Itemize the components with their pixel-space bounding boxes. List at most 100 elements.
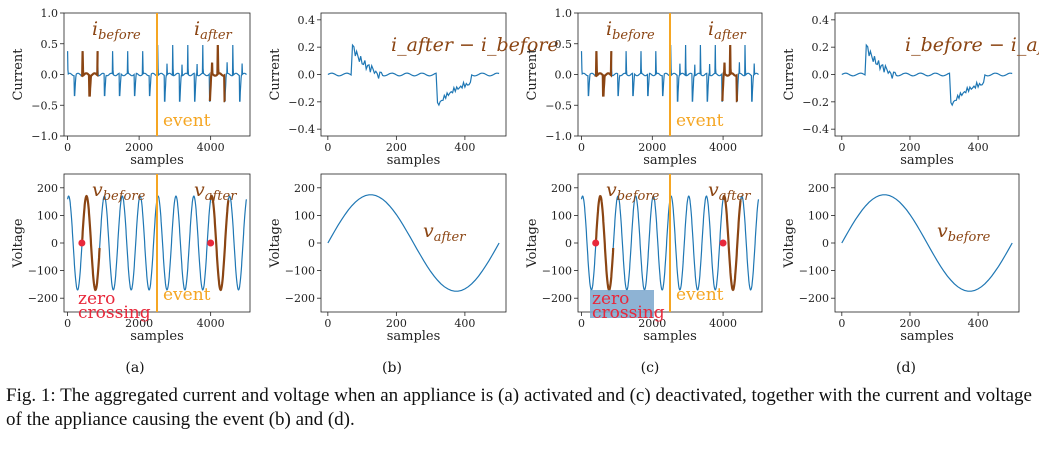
y-tick-label: 0.2 (298, 41, 316, 54)
x-tick-label: 0 (578, 141, 585, 154)
zero-crossing-dot (719, 239, 727, 247)
x-axis-label: samples (130, 153, 184, 168)
y-tick-label: −0.2 (288, 96, 315, 109)
y-tick-label: 200 (37, 182, 58, 195)
panel-label: (a) (125, 360, 144, 376)
series-annotation: vafter (708, 179, 751, 204)
y-tick-label: −1.0 (545, 130, 572, 143)
y-axis-label: Current (11, 48, 26, 101)
zero-crossing-dot (592, 239, 600, 247)
x-tick-label: 200 (899, 141, 920, 154)
x-tick-label: 0 (838, 317, 845, 330)
y-tick-label: 0.0 (41, 69, 59, 82)
chart-d-top: 0 200 400 −0.4 −0.2 0.0 0.2 0.4 samples Current i_… (782, 12, 1039, 168)
series-annotation: ibefore (92, 18, 141, 43)
y-tick-label: −0.4 (802, 123, 829, 136)
x-tick-label: 0 (838, 141, 845, 154)
y-tick-label: −0.4 (288, 123, 315, 136)
x-tick-label: 0 (324, 317, 331, 330)
x-axis-label: samples (643, 329, 697, 344)
series-line (841, 43, 1013, 107)
y-tick-label: −0.5 (31, 99, 58, 112)
y-tick-label: 0 (308, 237, 315, 250)
x-tick-label: 400 (968, 317, 989, 330)
y-tick-label: −100 (285, 265, 315, 278)
y-tick-label: 200 (808, 182, 829, 195)
panel-label: (d) (896, 360, 916, 376)
y-tick-label: 100 (551, 209, 572, 222)
y-tick-label: 200 (294, 182, 315, 195)
y-axis-label: Current (268, 48, 283, 101)
y-tick-label: 0.0 (298, 69, 316, 82)
zero-crossing-dot (207, 239, 215, 247)
x-tick-label: 4000 (197, 317, 225, 330)
y-axis-label: Voltage (782, 218, 797, 268)
x-tick-label: 4000 (709, 317, 737, 330)
event-label: event (676, 285, 724, 305)
series-annotation: ibefore (606, 18, 655, 43)
panel-label: (b) (382, 360, 402, 376)
series-line (327, 194, 500, 292)
zero-crossing-dot (78, 239, 86, 247)
x-axis-label: samples (900, 329, 954, 344)
y-tick-label: 0 (822, 237, 829, 250)
chart-a-top: 0 2000 4000 −1.0 −0.5 0.0 0.5 1.0 samples Current… (11, 7, 251, 168)
x-tick-label: 400 (454, 317, 475, 330)
x-tick-label: 400 (454, 141, 475, 154)
x-tick-label: 400 (968, 141, 989, 154)
y-tick-label: 200 (551, 182, 572, 195)
chart-c-top: 0 2000 4000 −1.0 −0.5 0.0 0.5 1.0 samples Current… (525, 7, 763, 168)
series-annotation: vafter (194, 179, 237, 204)
series-annotation: vbefore (937, 220, 991, 245)
chart-c-bot: 0 2000 4000 −200 −100 0 100 200 samples Voltage ev… (525, 173, 763, 344)
x-tick-label: 4000 (709, 141, 737, 154)
highlight-window (594, 194, 615, 292)
series-line (841, 194, 1013, 292)
y-axis-label: Voltage (268, 218, 283, 268)
y-tick-label: −100 (799, 265, 829, 278)
highlight-window (722, 194, 742, 292)
zero-crossing-label: crossing (78, 303, 151, 323)
x-tick-label: 200 (386, 317, 407, 330)
y-axis-label: Voltage (525, 218, 540, 268)
zero-crossing-label: zero (592, 289, 629, 309)
figure-caption: Fig. 1: The aggregated current and volta… (6, 385, 1032, 430)
x-axis-label: samples (387, 329, 441, 344)
y-tick-label: −0.5 (545, 99, 572, 112)
y-tick-label: 1.0 (41, 7, 59, 20)
zero-crossing-label: crossing (592, 303, 665, 323)
difference-annotation: i_before − i_after (905, 34, 1039, 56)
y-tick-label: −1.0 (31, 130, 58, 143)
x-tick-label: 2000 (125, 317, 153, 330)
x-tick-label: 2000 (125, 141, 153, 154)
y-tick-label: −100 (28, 265, 58, 278)
y-tick-label: 100 (808, 209, 829, 222)
y-tick-label: −0.2 (802, 96, 829, 109)
x-axis-label: samples (900, 153, 954, 168)
x-tick-label: 200 (899, 317, 920, 330)
y-tick-label: 0.5 (41, 38, 59, 51)
highlight-window (208, 44, 226, 103)
y-tick-label: 0.0 (555, 69, 573, 82)
x-tick-label: 4000 (197, 141, 225, 154)
series-annotation: vafter (423, 220, 466, 245)
x-tick-label: 0 (64, 317, 71, 330)
y-axis-label: Current (525, 48, 540, 101)
series-annotation: iafter (194, 18, 233, 43)
y-tick-label: 0.4 (812, 14, 830, 27)
y-tick-label: 100 (37, 209, 58, 222)
x-tick-label: 0 (64, 141, 71, 154)
y-tick-label: 0 (565, 237, 572, 250)
y-tick-label: −100 (542, 265, 572, 278)
x-axis-label: samples (387, 153, 441, 168)
chart-b-top: 0 200 400−0.4−0.20.00.20.4samplesCurrenti_… (268, 12, 559, 168)
highlight-window (209, 194, 230, 292)
y-tick-label: 0.4 (298, 14, 316, 27)
y-axis-label: Voltage (11, 218, 26, 268)
series-annotation: vbefore (606, 179, 660, 204)
zero-label-box (590, 290, 654, 318)
event-label: event (163, 285, 211, 305)
y-tick-label: 0.5 (555, 38, 573, 51)
x-tick-label: 0 (578, 317, 585, 330)
